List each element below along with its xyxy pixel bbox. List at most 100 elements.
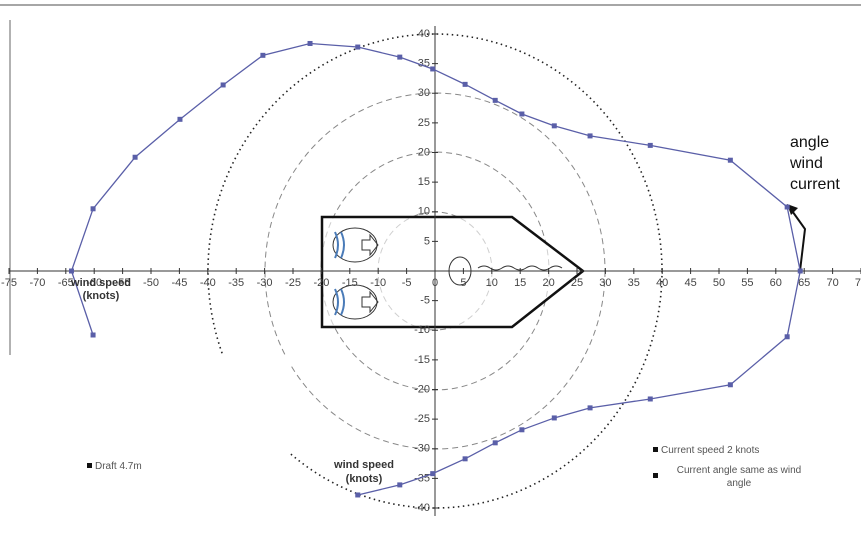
y-tick-label: -15 xyxy=(414,354,430,366)
x-tick-label: 65 xyxy=(798,277,810,289)
x-tick-label: -25 xyxy=(285,277,301,289)
vessel xyxy=(320,215,586,329)
point xyxy=(492,97,498,103)
label-line: Draft 4.7m xyxy=(95,461,142,472)
label-line: wind speed xyxy=(333,459,394,471)
y-tick-label: 20 xyxy=(418,146,430,158)
y-tick-label: -5 xyxy=(420,295,430,307)
label-line: current xyxy=(790,176,840,193)
propeller xyxy=(334,231,345,316)
label: Current angle same as wind angle xyxy=(677,465,802,489)
point xyxy=(797,268,803,274)
point xyxy=(462,81,468,87)
x-tick-label: -75 xyxy=(1,277,17,289)
y-tick-label: -40 xyxy=(414,502,430,514)
point xyxy=(647,396,653,402)
x-tick-label: -20 xyxy=(313,277,329,289)
mask xyxy=(0,355,290,535)
x-tick-label: 60 xyxy=(770,277,782,289)
y-tick-label: 25 xyxy=(418,117,430,129)
y-tick-label: 15 xyxy=(418,176,430,188)
label: Draft 4.7m xyxy=(95,461,142,472)
arrow-head xyxy=(787,204,798,215)
point xyxy=(587,133,593,139)
label-line: Current speed 2 knots xyxy=(661,445,759,456)
point xyxy=(90,332,96,338)
label: Current speed 2 knots xyxy=(661,445,759,456)
x-tick-label: 5 xyxy=(460,277,466,289)
x-tick-label: 30 xyxy=(599,277,611,289)
bullet xyxy=(653,447,658,452)
x-tick-label: 55 xyxy=(741,277,753,289)
x-tick-label: -15 xyxy=(342,277,358,289)
annotation-arrow xyxy=(789,207,807,272)
label: angle wind current xyxy=(789,134,840,193)
x-tick-label: 70 xyxy=(826,277,838,289)
label-line: (knots) xyxy=(346,473,383,485)
thruster xyxy=(332,284,378,320)
point xyxy=(355,44,361,50)
point xyxy=(784,334,790,340)
point xyxy=(260,52,266,58)
point xyxy=(430,66,436,72)
point xyxy=(551,123,557,129)
x-tick-label: 40 xyxy=(656,277,668,289)
bullet xyxy=(87,463,92,468)
x-tick-label: 25 xyxy=(571,277,583,289)
hull xyxy=(320,215,586,329)
point xyxy=(784,204,790,210)
x-tick-label: 35 xyxy=(628,277,640,289)
y-tick-label: 30 xyxy=(418,87,430,99)
x-tick-label: 75 xyxy=(855,277,861,289)
point xyxy=(727,382,733,388)
label-line: Current angle same as wind xyxy=(677,465,802,476)
point xyxy=(397,54,403,60)
x-tick-label: -40 xyxy=(200,277,216,289)
x-tick-label: -45 xyxy=(171,277,187,289)
point xyxy=(177,116,183,122)
x-tick-label: -65 xyxy=(58,277,74,289)
label-line: wind speed xyxy=(70,277,131,289)
label-line: angle xyxy=(727,478,752,489)
label: wind speed (knots) xyxy=(70,277,131,302)
x-tick-label: 10 xyxy=(486,277,498,289)
y-tick-label: -25 xyxy=(414,413,430,425)
point xyxy=(492,440,498,446)
y-tick-label: -20 xyxy=(414,383,430,395)
thruster xyxy=(332,227,378,263)
point xyxy=(647,142,653,148)
point xyxy=(68,268,74,274)
y-tick-label: 40 xyxy=(418,28,430,40)
point xyxy=(220,82,226,88)
x-tick-label: -35 xyxy=(228,277,244,289)
point xyxy=(462,456,468,462)
x-tick-label: 0 xyxy=(432,277,438,289)
point xyxy=(355,492,361,498)
x-tick-label: -55 xyxy=(115,277,131,289)
y-tick-label: 5 xyxy=(424,235,430,247)
point xyxy=(551,415,557,421)
x-tick-label: 45 xyxy=(684,277,696,289)
x-tick-label: -50 xyxy=(143,277,159,289)
y-tick-label: -10 xyxy=(414,324,430,336)
x-tick-label: -70 xyxy=(29,277,45,289)
y-tick-label: -30 xyxy=(414,443,430,455)
x-tick-label: 50 xyxy=(713,277,725,289)
bullet xyxy=(653,473,658,478)
x-tick-label: -10 xyxy=(370,277,386,289)
point xyxy=(727,157,733,163)
label-line: (knots) xyxy=(83,290,120,302)
x-tick-label: -5 xyxy=(402,277,412,289)
label-line: angle xyxy=(790,134,829,151)
thrust-arrow xyxy=(361,233,379,314)
label: wind speed (knots) xyxy=(333,459,394,485)
point xyxy=(519,111,525,117)
x-tick-label: -60 xyxy=(86,277,102,289)
x-tick-label: -30 xyxy=(257,277,273,289)
point xyxy=(307,40,313,46)
point xyxy=(90,206,96,212)
y-tick-label: -35 xyxy=(414,472,430,484)
label-line: wind xyxy=(789,155,823,172)
